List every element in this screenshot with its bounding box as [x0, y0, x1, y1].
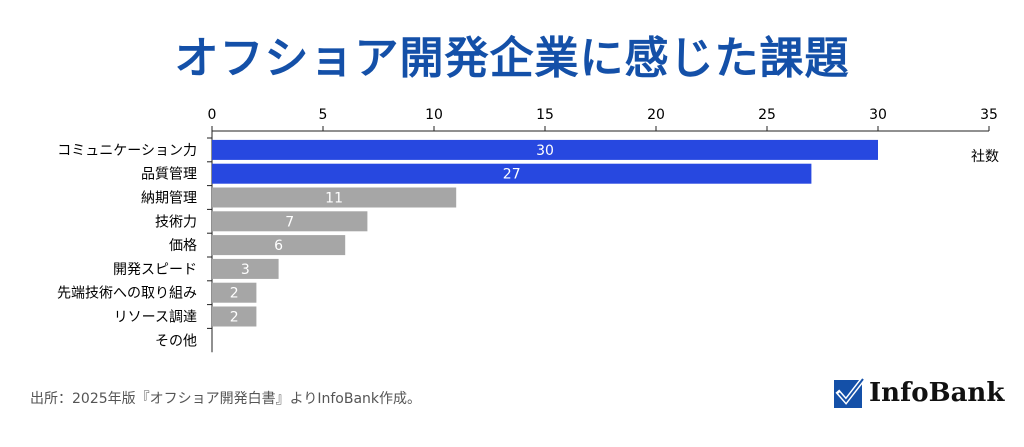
source-note: 出所：2025年版『オフショア開発白書』よりInfoBank作成。	[30, 391, 422, 407]
x-tick-label: 35	[980, 107, 998, 123]
category-label: 技術力	[155, 214, 197, 230]
bar	[212, 139, 878, 160]
data-label: 2	[230, 286, 239, 302]
data-label: 6	[274, 238, 283, 254]
category-label: 先端技術への取り組み	[57, 286, 197, 302]
category-label: 開発スピード	[113, 262, 197, 278]
category-label: 価格	[169, 238, 197, 254]
category-label: 納期管理	[141, 191, 197, 207]
bar	[212, 235, 346, 256]
logo-text: InfoBank	[869, 378, 1005, 408]
x-tick-label: 15	[536, 107, 554, 123]
bar	[212, 282, 257, 303]
x-tick-label: 20	[647, 107, 665, 123]
chart-title: オフショア開発企業に感じた課題	[174, 33, 850, 84]
data-label: 27	[503, 167, 521, 183]
infobank-logo: InfoBank	[833, 375, 1004, 411]
data-label: 2	[230, 310, 239, 326]
x-tick-label: 5	[319, 107, 328, 123]
bar	[212, 258, 279, 279]
bar	[212, 187, 457, 208]
x-tick-label: 0	[208, 107, 217, 123]
bar	[212, 306, 257, 327]
data-label: 3	[241, 262, 250, 278]
bar	[212, 211, 368, 232]
data-label: 11	[325, 191, 343, 207]
data-label: 30	[536, 143, 554, 159]
bar	[212, 163, 812, 184]
unit-label: 社数	[971, 149, 999, 165]
x-tick-label: 30	[869, 107, 887, 123]
checkmark-box-icon	[834, 377, 865, 408]
category-label: 品質管理	[141, 167, 197, 183]
category-label: リソース調達	[114, 310, 197, 326]
x-tick-label: 10	[425, 107, 443, 123]
data-label: 7	[285, 214, 294, 230]
x-tick-label: 25	[758, 107, 776, 123]
category-label: コミュニケーション力	[57, 143, 197, 159]
category-label: その他	[155, 333, 197, 349]
